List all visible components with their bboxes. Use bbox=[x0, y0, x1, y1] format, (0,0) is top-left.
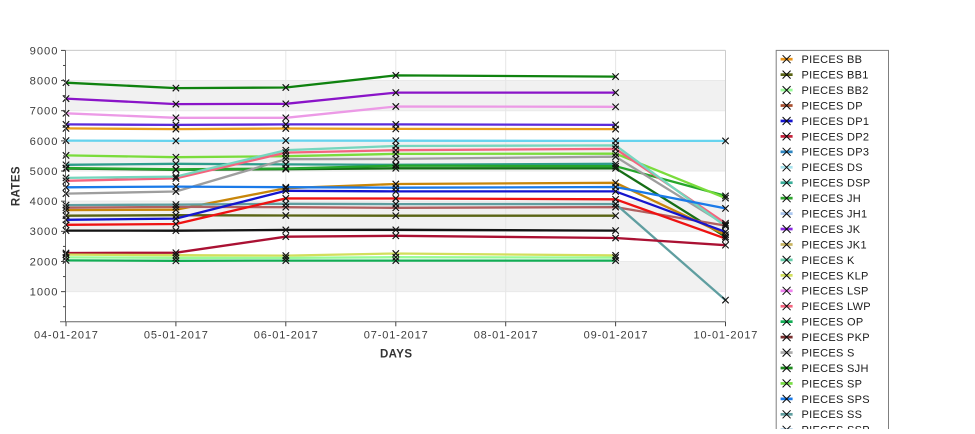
svg-text:PIECES DP2: PIECES DP2 bbox=[802, 131, 870, 143]
svg-text:PIECES PKP: PIECES PKP bbox=[802, 332, 870, 344]
svg-text:PIECES BB2: PIECES BB2 bbox=[802, 85, 869, 97]
svg-text:PIECES OP: PIECES OP bbox=[802, 317, 864, 329]
svg-text:PIECES LSP: PIECES LSP bbox=[802, 286, 869, 298]
svg-text:9000: 9000 bbox=[30, 45, 59, 57]
svg-text:DAYS: DAYS bbox=[380, 349, 413, 361]
svg-text:PIECES SPS: PIECES SPS bbox=[802, 394, 870, 406]
svg-text:PIECES KLP: PIECES KLP bbox=[802, 270, 869, 282]
svg-text:PIECES JH1: PIECES JH1 bbox=[802, 209, 868, 221]
svg-text:09-01-2017: 09-01-2017 bbox=[584, 330, 649, 342]
svg-text:PIECES SSP: PIECES SSP bbox=[802, 425, 870, 429]
svg-text:3000: 3000 bbox=[30, 226, 59, 238]
svg-text:PIECES DP1: PIECES DP1 bbox=[802, 116, 870, 128]
svg-text:06-01-2017: 06-01-2017 bbox=[254, 330, 319, 342]
svg-text:RATES: RATES bbox=[10, 166, 22, 206]
svg-text:07-01-2017: 07-01-2017 bbox=[364, 330, 429, 342]
svg-text:PIECES JK: PIECES JK bbox=[802, 224, 861, 236]
svg-text:6000: 6000 bbox=[30, 136, 59, 148]
svg-text:4000: 4000 bbox=[30, 196, 59, 208]
svg-text:08-01-2017: 08-01-2017 bbox=[474, 330, 539, 342]
svg-text:PIECES BB: PIECES BB bbox=[802, 54, 863, 66]
svg-text:PIECES LWP: PIECES LWP bbox=[802, 301, 871, 313]
svg-text:PIECES S: PIECES S bbox=[802, 347, 855, 359]
svg-text:04-01-2017: 04-01-2017 bbox=[34, 330, 99, 342]
svg-text:PIECES BB1: PIECES BB1 bbox=[802, 70, 869, 82]
svg-text:8000: 8000 bbox=[30, 75, 59, 87]
svg-text:PIECES DS: PIECES DS bbox=[802, 162, 863, 174]
svg-text:PIECES SP: PIECES SP bbox=[802, 378, 863, 390]
svg-text:PIECES DP3: PIECES DP3 bbox=[802, 147, 870, 159]
svg-text:2000: 2000 bbox=[30, 256, 59, 268]
svg-text:PIECES DSP: PIECES DSP bbox=[802, 178, 871, 190]
svg-text:PIECES SJH: PIECES SJH bbox=[802, 363, 869, 375]
svg-text:10-01-2017: 10-01-2017 bbox=[694, 330, 759, 342]
svg-text:PIECES DP: PIECES DP bbox=[802, 100, 863, 112]
svg-text:PIECES SS: PIECES SS bbox=[802, 409, 863, 421]
svg-text:1000: 1000 bbox=[30, 287, 59, 299]
svg-text:05-01-2017: 05-01-2017 bbox=[144, 330, 209, 342]
svg-text:5000: 5000 bbox=[30, 166, 59, 178]
svg-text:PIECES JH: PIECES JH bbox=[802, 193, 862, 205]
svg-text:7000: 7000 bbox=[30, 106, 59, 118]
svg-text:PIECES JK1: PIECES JK1 bbox=[802, 239, 867, 251]
svg-text:PIECES K: PIECES K bbox=[802, 255, 856, 267]
